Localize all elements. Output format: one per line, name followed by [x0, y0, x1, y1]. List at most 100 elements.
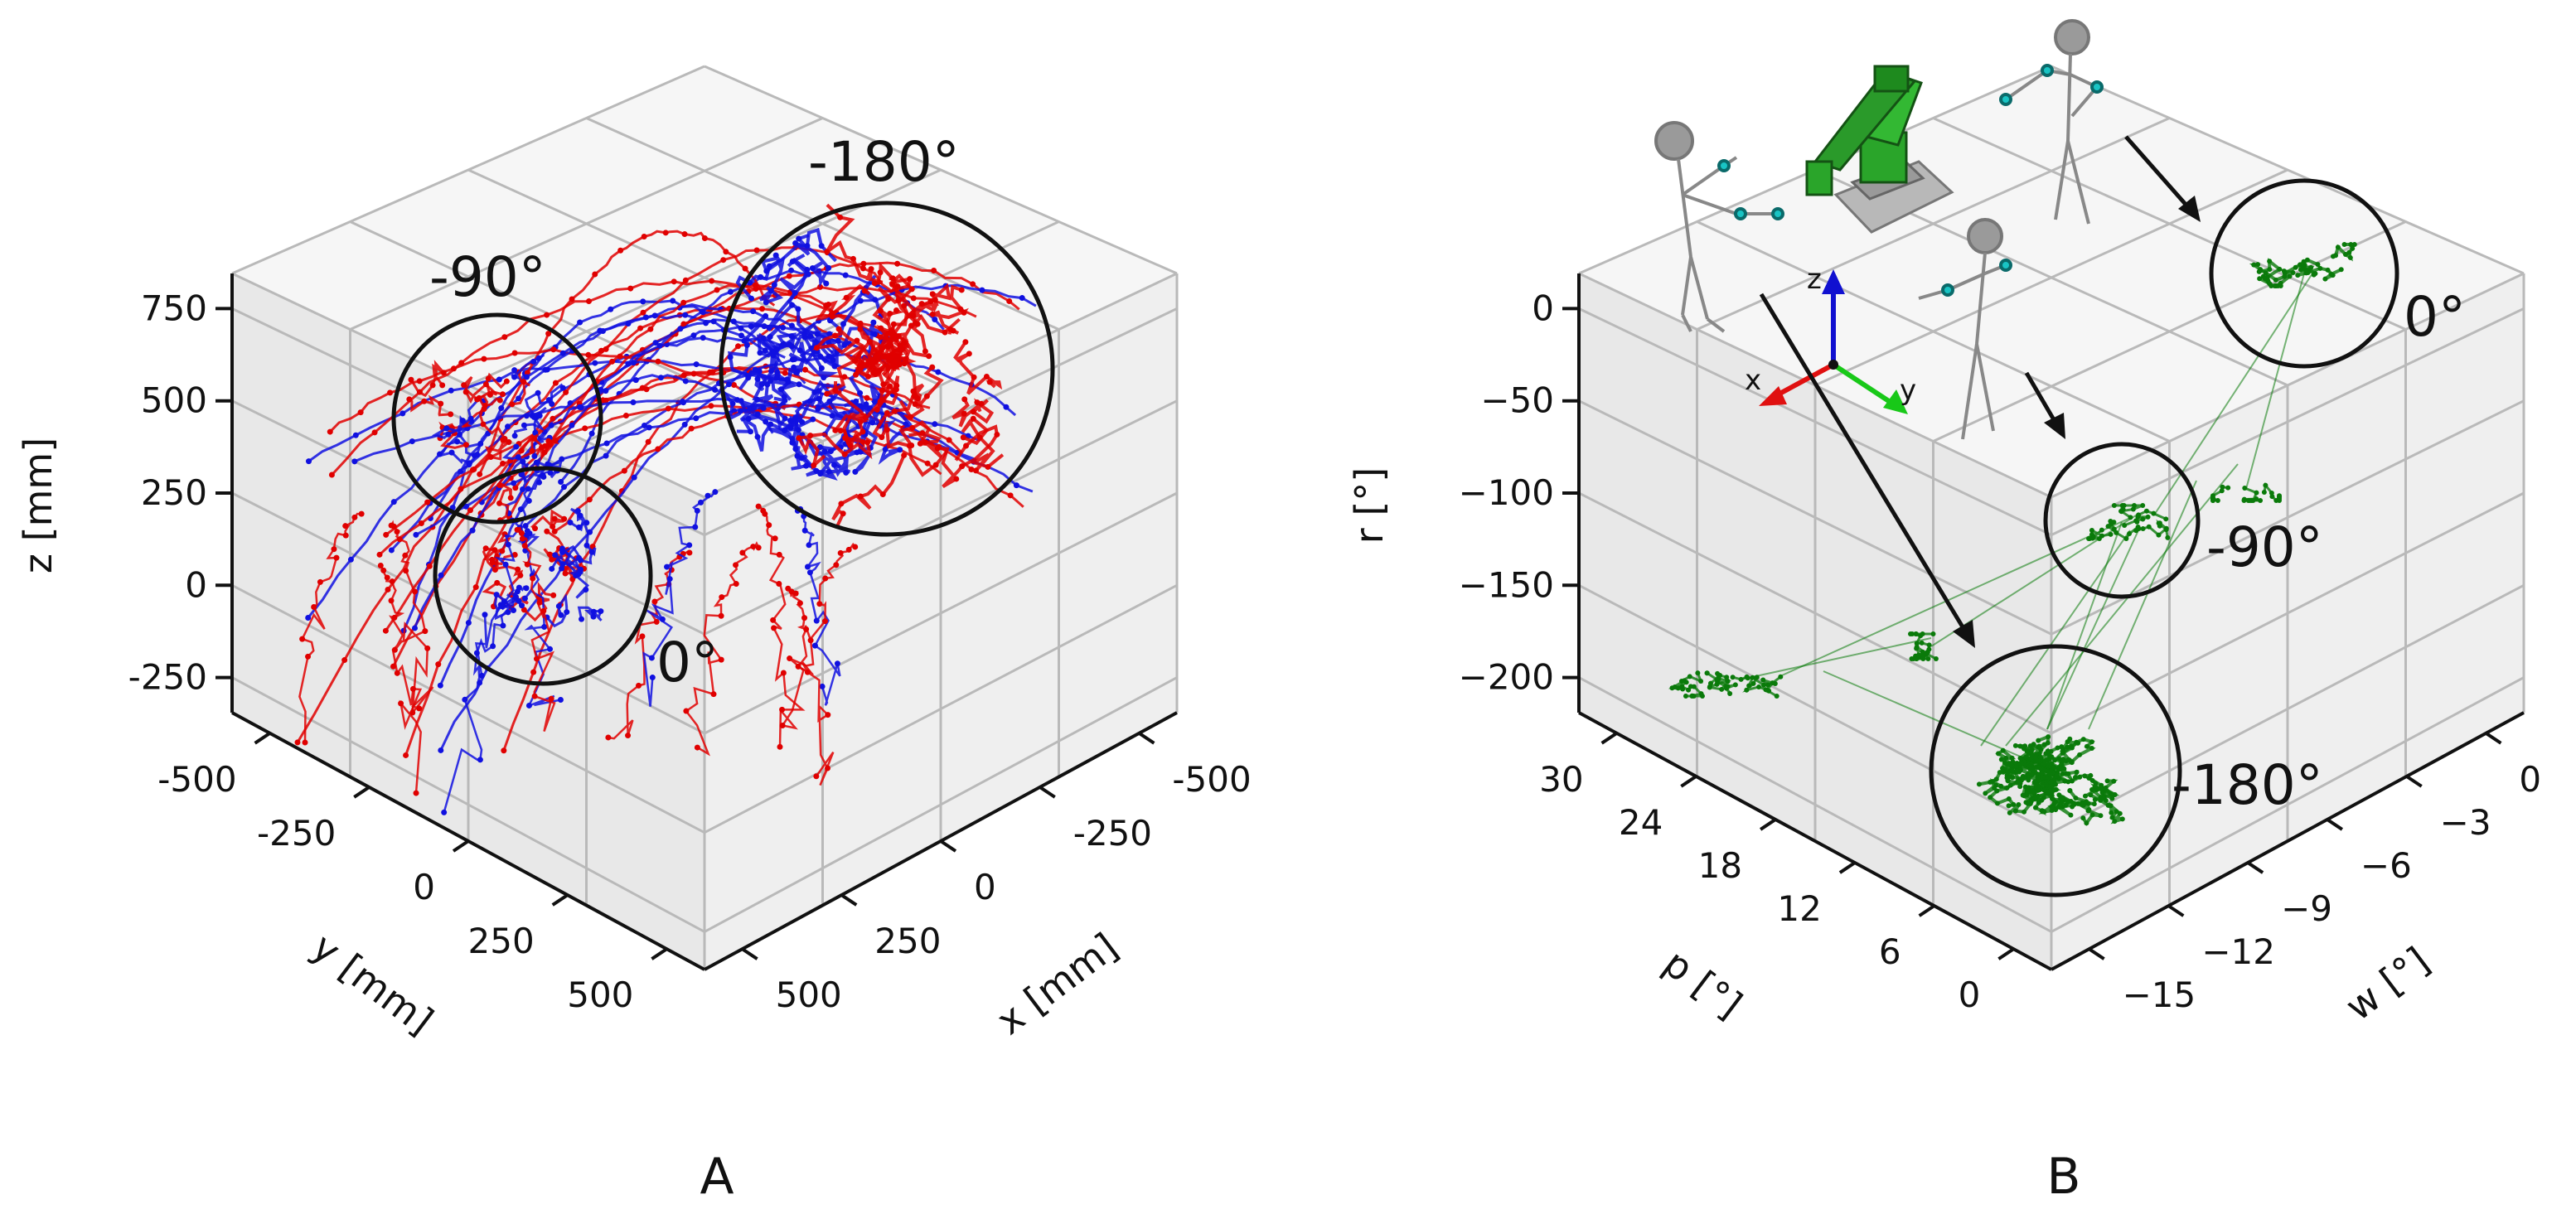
data-point: [763, 299, 769, 306]
x-tick-label: 250: [874, 921, 941, 961]
data-point: [750, 544, 757, 550]
data-point: [723, 249, 729, 255]
data-point: [1007, 492, 1014, 499]
data-point: [498, 405, 505, 412]
transition-line: [2046, 521, 2123, 730]
data-point: [648, 655, 655, 661]
data-point: [327, 428, 333, 435]
trajectory-line: [502, 446, 545, 484]
data-point: [493, 592, 500, 598]
data-point: [342, 523, 349, 530]
data-point: [845, 546, 852, 553]
data-point: [517, 572, 524, 578]
data-point: [448, 411, 454, 418]
data-point: [1725, 684, 1731, 689]
data-point: [894, 283, 901, 290]
data-point: [2075, 740, 2081, 746]
data-point: [592, 271, 598, 278]
data-point: [760, 335, 767, 341]
data-point: [884, 427, 890, 433]
data-point: [797, 600, 803, 607]
panel-a-ticks: 750 500 250 0 -250 -500 -250 0 250 500 -500 -250 0 25…: [128, 273, 1252, 1015]
trajectory-line: [513, 406, 547, 437]
data-point: [342, 532, 349, 539]
data-point: [2269, 494, 2275, 500]
data-point: [424, 645, 431, 651]
data-point: [411, 625, 418, 631]
data-point: [974, 399, 981, 406]
data-point: [588, 549, 595, 555]
data-point: [906, 443, 913, 449]
data-point: [429, 382, 436, 389]
data-point: [818, 365, 825, 371]
data-point: [750, 308, 757, 315]
data-point: [2059, 744, 2065, 750]
data-point: [2099, 782, 2104, 788]
data-point: [2067, 736, 2073, 742]
data-point: [2112, 819, 2118, 825]
data-point: [445, 431, 452, 438]
data-point: [549, 401, 555, 408]
tick-mark: [2167, 904, 2185, 917]
z-tick-label: −200: [1459, 657, 1554, 698]
data-point: [819, 683, 826, 689]
data-point: [511, 350, 518, 356]
data-point: [409, 438, 415, 445]
data-point: [2346, 249, 2352, 255]
data-point: [1996, 751, 2002, 757]
data-point: [1695, 670, 1701, 676]
data-point: [2066, 757, 2072, 763]
data-point: [499, 548, 506, 554]
x-tick-label: −3: [2440, 802, 2491, 843]
trajectory-line: [796, 432, 873, 471]
data-point: [627, 285, 634, 292]
panel-b-ylabel: p [°]: [1655, 941, 1750, 1028]
data-point: [804, 669, 811, 675]
data-point: [474, 396, 481, 403]
data-point: [653, 618, 660, 625]
z-tick-label: 250: [141, 472, 207, 513]
data-point: [622, 413, 629, 419]
tick-mark: [1997, 947, 2015, 960]
transition-line: [2245, 273, 2305, 490]
data-point: [1765, 682, 1771, 688]
data-point: [862, 414, 869, 421]
data-point: [603, 388, 609, 394]
data-point: [854, 449, 860, 456]
data-point: [403, 752, 409, 758]
data-point: [511, 374, 518, 380]
data-point: [2012, 808, 2018, 814]
data-point: [2263, 270, 2269, 276]
data-point: [1756, 684, 1762, 689]
data-point: [891, 408, 898, 414]
data-point: [547, 442, 554, 448]
data-point: [796, 381, 802, 388]
data-point: [908, 414, 914, 420]
data-point: [625, 733, 632, 739]
data-point: [727, 288, 734, 295]
arrow-icon: [2024, 371, 2058, 424]
data-point: [494, 579, 501, 586]
data-point: [649, 675, 656, 681]
grid-line: [2051, 307, 2525, 536]
data-point: [767, 421, 774, 428]
data-point: [409, 709, 416, 716]
data-point: [2037, 754, 2043, 760]
data-point: [857, 493, 864, 500]
data-point: [2267, 259, 2273, 264]
data-point: [705, 492, 711, 499]
data-point: [2328, 271, 2334, 277]
data-point: [2040, 775, 2046, 781]
data-point: [550, 592, 557, 598]
data-point: [2058, 766, 2064, 771]
data-point: [2104, 778, 2110, 784]
data-point: [521, 379, 527, 385]
data-point: [758, 381, 765, 388]
data-point: [961, 396, 968, 403]
data-point: [861, 288, 868, 294]
data-point: [477, 440, 484, 447]
data-point: [391, 614, 398, 621]
grid-line: [1814, 168, 2288, 387]
data-point: [482, 381, 489, 388]
data-point: [478, 672, 485, 679]
